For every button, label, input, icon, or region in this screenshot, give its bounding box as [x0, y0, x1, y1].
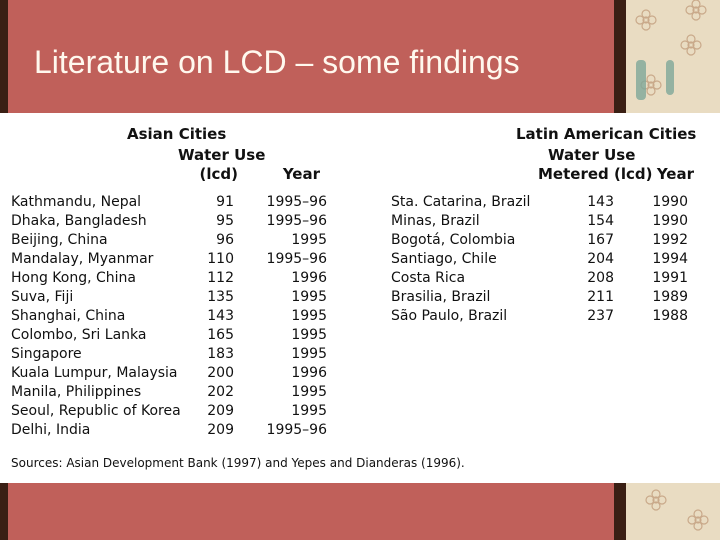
flower-icon [635, 9, 657, 31]
title-band: Literature on LCD – some findings [8, 0, 614, 110]
latin-header-year: Year [656, 165, 694, 183]
lcd-cell: 154 [587, 213, 614, 229]
lcd-cell: 202 [207, 384, 234, 400]
city-cell: Shanghai, China [11, 308, 126, 324]
city-cell: Brasilia, Brazil [391, 289, 491, 305]
year-cell: 1991 [652, 270, 688, 286]
lcd-cell: 209 [207, 422, 234, 438]
year-cell: 1995 [291, 289, 327, 305]
year-cell: 1995 [291, 327, 327, 343]
city-cell: Minas, Brazil [391, 213, 480, 229]
year-cell: 1996 [291, 270, 327, 286]
latin-header-metered-lcd: Metered (lcd) [538, 165, 653, 183]
city-cell: Colombo, Sri Lanka [11, 327, 147, 343]
year-cell: 1990 [652, 213, 688, 229]
lcd-cell: 143 [587, 194, 614, 210]
latin-header-water-use: Water Use [548, 146, 636, 164]
year-cell: 1995–96 [266, 194, 327, 210]
year-cell: 1996 [291, 365, 327, 381]
city-cell: Singapore [11, 346, 82, 362]
lcd-cell: 167 [587, 232, 614, 248]
lcd-cell: 237 [587, 308, 614, 324]
flower-icon [685, 0, 707, 21]
flower-icon [680, 34, 702, 56]
lcd-cell: 208 [587, 270, 614, 286]
flower-icon [645, 489, 667, 511]
lcd-cell: 183 [207, 346, 234, 362]
city-cell: Kuala Lumpur, Malaysia [11, 365, 178, 381]
flower-icon [687, 509, 709, 531]
lcd-cell: 209 [207, 403, 234, 419]
asian-header-lcd: (lcd) [199, 165, 238, 183]
lcd-cell: 112 [207, 270, 234, 286]
city-cell: Dhaka, Bangladesh [11, 213, 147, 229]
year-cell: 1992 [652, 232, 688, 248]
city-cell: Bogotá, Colombia [391, 232, 516, 248]
lcd-cell: 204 [587, 251, 614, 267]
lcd-cell: 95 [216, 213, 234, 229]
year-cell: 1990 [652, 194, 688, 210]
city-cell: Suva, Fiji [11, 289, 74, 305]
year-cell: 1994 [652, 251, 688, 267]
year-cell: 1989 [652, 289, 688, 305]
city-cell: São Paulo, Brazil [391, 308, 508, 324]
city-cell: Santiago, Chile [391, 251, 497, 267]
lcd-cell: 165 [207, 327, 234, 343]
city-cell: Costa Rica [391, 270, 466, 286]
lcd-cell: 200 [207, 365, 234, 381]
lcd-cell: 135 [207, 289, 234, 305]
floral-pattern-svg [635, 0, 709, 531]
latin-header-city: Latin American Cities [516, 125, 697, 143]
lcd-cell: 143 [207, 308, 234, 324]
city-cell: Beijing, China [11, 232, 108, 248]
city-cell: Manila, Philippines [11, 384, 142, 400]
asian-header-city: Asian Cities [127, 125, 227, 143]
year-cell: 1988 [652, 308, 688, 324]
city-cell: Mandalay, Myanmar [11, 251, 154, 267]
year-cell: 1995–96 [266, 213, 327, 229]
city-cell: Delhi, India [11, 422, 91, 438]
year-cell: 1995 [291, 346, 327, 362]
year-cell: 1995 [291, 232, 327, 248]
asian-header-year: Year [282, 165, 320, 183]
lcd-cell: 110 [207, 251, 234, 267]
year-cell: 1995–96 [266, 251, 327, 267]
slide-title: Literature on LCD – some findings [34, 44, 520, 80]
year-cell: 1995–96 [266, 422, 327, 438]
data-table-image: Asian Cities Water Use (lcd) Year Latin … [0, 113, 720, 483]
asian-header-water-use: Water Use [178, 146, 266, 164]
city-cell: Kathmandu, Nepal [11, 194, 142, 210]
year-cell: 1995 [291, 403, 327, 419]
sources-note: Sources: Asian Development Bank (1997) a… [11, 456, 465, 470]
city-cell: Sta. Catarina, Brazil [391, 194, 531, 210]
year-cell: 1995 [291, 384, 327, 400]
city-cell: Seoul, Republic of Korea [11, 403, 181, 419]
bottom-band [8, 483, 614, 540]
year-cell: 1995 [291, 308, 327, 324]
lcd-cell: 96 [216, 232, 234, 248]
lcd-cell: 91 [216, 194, 234, 210]
city-cell: Hong Kong, China [11, 270, 137, 286]
lcd-cell: 211 [587, 289, 614, 305]
